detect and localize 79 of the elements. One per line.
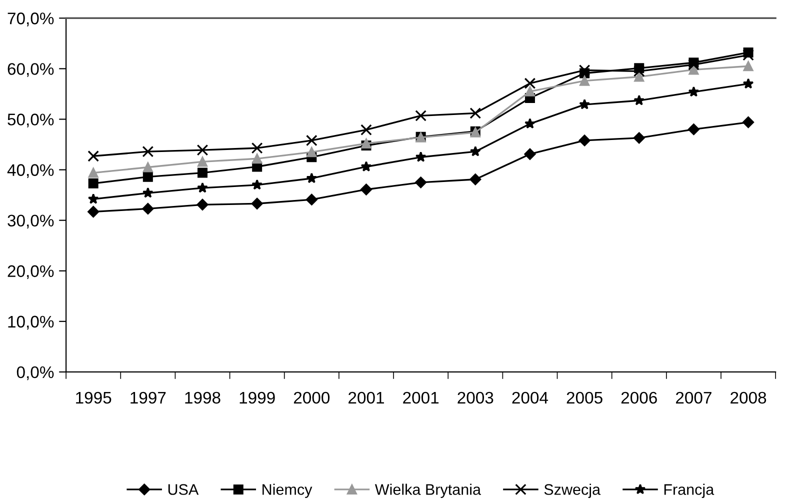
y-tick-label: 20,0% [8, 265, 54, 280]
point [633, 66, 645, 77]
point [142, 162, 153, 172]
point [142, 187, 154, 198]
point [742, 116, 754, 128]
y-tick-label: 70,0% [8, 12, 54, 26]
point [88, 206, 100, 218]
point [360, 124, 372, 136]
point [688, 86, 700, 97]
x-tick-label: 1999 [240, 392, 275, 404]
point [88, 150, 100, 162]
point [252, 154, 262, 164]
point [742, 49, 754, 61]
point [360, 161, 372, 172]
x-tick-label: 2007 [676, 392, 712, 404]
point [142, 202, 154, 214]
y-tick-label: 0,0% [16, 366, 54, 380]
legend-label: Szwecja [544, 484, 601, 498]
point [251, 198, 263, 210]
point [306, 147, 317, 158]
point [742, 78, 754, 89]
point [633, 132, 645, 144]
point [360, 184, 372, 196]
point [743, 61, 754, 72]
point [470, 107, 482, 119]
point [634, 94, 645, 106]
point [196, 198, 208, 210]
legend-label: Wielka Brytania [374, 484, 481, 498]
point [524, 148, 536, 160]
point [634, 72, 644, 82]
point [580, 76, 590, 86]
point [252, 179, 263, 190]
point [524, 118, 536, 129]
legend-label: USA [168, 484, 199, 495]
y-tick-label: 30,0% [8, 214, 54, 228]
point [361, 138, 372, 148]
point [415, 176, 427, 188]
point [578, 134, 590, 146]
x-tick-label: 1997 [130, 392, 166, 404]
x-tick-label: 2008 [730, 392, 766, 404]
point [306, 194, 318, 206]
point [197, 182, 208, 193]
x-tick-label: 2001 [348, 392, 384, 404]
point [196, 144, 208, 156]
point [470, 146, 481, 156]
x-tick-label: 1995 [76, 392, 112, 404]
point [578, 64, 590, 76]
point [524, 86, 535, 96]
point [142, 172, 153, 182]
point [688, 64, 699, 75]
point [88, 178, 98, 188]
point [688, 58, 700, 70]
x-tick-label: 2005 [566, 392, 602, 404]
point [88, 168, 98, 178]
point [251, 142, 263, 154]
point [306, 172, 318, 184]
y-tick-label: 50,0% [8, 114, 54, 128]
x-tick-label: 2006 [621, 392, 657, 404]
point [142, 146, 154, 158]
x-tick-label: 2000 [294, 392, 330, 404]
point [524, 78, 536, 90]
x-tick-label: 2001 [403, 392, 439, 404]
point [197, 168, 208, 178]
y-tick-label: 60,0% [8, 63, 54, 77]
point [470, 174, 482, 186]
point [415, 151, 426, 162]
x-tick-label: 2004 [512, 392, 548, 404]
point [688, 124, 700, 136]
y-tick-label: 10,0% [8, 316, 54, 330]
point [306, 134, 318, 146]
x-tick-label: 2003 [458, 392, 494, 404]
point [197, 156, 208, 167]
x-tick-label: 1998 [185, 392, 220, 404]
point [579, 98, 590, 110]
legend-label: Francja [664, 484, 714, 498]
y-tick-label: 40,0% [7, 164, 54, 178]
point [415, 110, 427, 122]
legend-label: Niemcy [262, 484, 312, 498]
point [88, 193, 99, 204]
